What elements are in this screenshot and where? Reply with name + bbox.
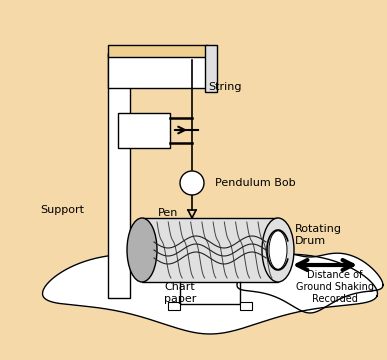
Polygon shape: [237, 253, 383, 313]
Ellipse shape: [269, 231, 287, 269]
Bar: [108, 53, 130, 298]
Text: Pen: Pen: [158, 208, 178, 218]
Ellipse shape: [127, 218, 157, 282]
Text: Chart
paper: Chart paper: [164, 282, 196, 304]
Circle shape: [180, 171, 204, 195]
Bar: [142, 218, 278, 282]
Text: String: String: [208, 82, 242, 92]
Bar: [118, 113, 170, 148]
Bar: [168, 302, 180, 310]
Text: Magnet: Magnet: [128, 128, 168, 138]
Bar: [240, 302, 252, 310]
Text: Support: Support: [40, 205, 84, 215]
Bar: [108, 53, 208, 88]
Bar: [205, 45, 217, 92]
Text: Distance of
Ground Shaking
Recorded: Distance of Ground Shaking Recorded: [296, 270, 374, 303]
Polygon shape: [43, 254, 377, 334]
Bar: [108, 45, 208, 57]
Text: Pendulum Bob: Pendulum Bob: [215, 178, 295, 188]
Ellipse shape: [262, 218, 294, 282]
Text: Rotating
Drum: Rotating Drum: [295, 224, 342, 246]
